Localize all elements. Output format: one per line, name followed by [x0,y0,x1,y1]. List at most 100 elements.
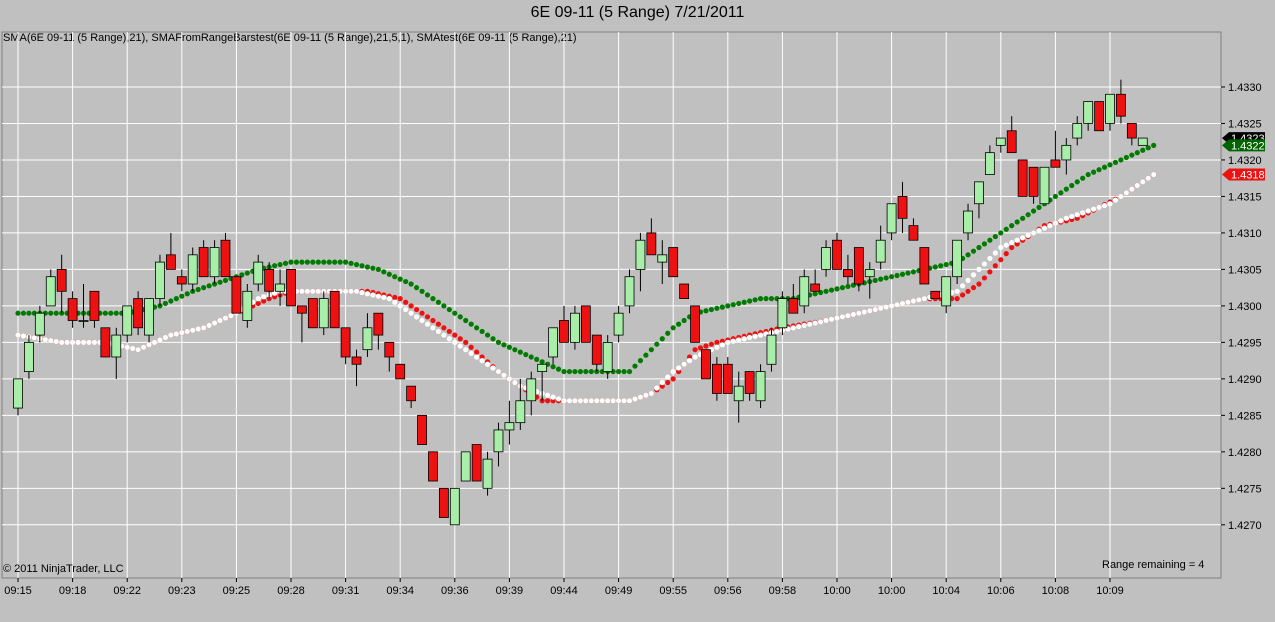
sma-dot [348,260,354,266]
candle-body [438,487,449,518]
sma-dot [468,344,474,350]
sma-dot [484,361,491,367]
sma-dot [452,310,458,316]
sma-dot [692,354,698,360]
sma-dot [293,259,300,265]
sma-dot [1069,182,1075,189]
sma-dot [381,269,387,275]
y-tick-label: 1.4285 [1228,410,1262,422]
sma-dot [255,300,261,307]
candle-body [1006,130,1017,154]
sma-dot [894,302,900,308]
sma-dot [370,292,376,298]
y-tick-label: 1.4270 [1228,520,1262,532]
sma-dot [665,330,671,336]
sma-dot [943,261,949,268]
candle-body [526,378,537,402]
sma-dot [561,368,567,375]
y-tick-label: 1.4290 [1228,374,1262,386]
x-tick-label: 10:08 [1042,585,1070,597]
sma-dot [610,398,616,404]
x-tick-label: 10:09 [1096,585,1124,597]
sma-dot [790,325,796,331]
candle-up [537,363,548,401]
candle-body [1094,101,1104,132]
sma-dot [1014,219,1020,225]
sma-dot [506,344,512,350]
sma-dot [730,302,736,308]
sma-dot [474,354,480,360]
sma-dot [201,325,207,331]
sma-dot [998,230,1004,236]
sma-dot [173,331,179,337]
sma-dot [1036,227,1042,234]
sma-dot [261,294,267,300]
sma-dot [1145,175,1151,181]
candle-body [187,254,198,285]
sma-dot [1107,201,1113,207]
sma-dot [392,299,398,305]
price-axis: 1.4270 1.4275 1.4280 1.4285 1.4290 1.4295 1.43… [1221,82,1262,532]
x-tick-label: 09:55 [659,585,687,597]
sma-dot [1063,215,1069,221]
sma-dot [1009,240,1015,246]
sma-dot [359,289,365,296]
sma-dot [686,358,693,364]
candle-down [1094,101,1104,132]
sma-dot [1074,212,1080,218]
sma-dot [752,297,758,303]
sma-dot [217,279,223,285]
candle-down [264,262,275,299]
candle-body [122,305,133,336]
sma-dot [659,379,665,386]
candle-body [307,298,318,329]
candle-up [624,269,635,314]
candle-body [286,269,296,307]
candle-up [504,400,515,445]
sma-dot [419,317,425,324]
sma-series-red [15,171,1157,404]
sma-dot [938,263,944,269]
x-tick-label: 09:34 [386,585,414,597]
sma-dot [555,366,562,372]
sma-dot [140,344,147,350]
candle-up [13,378,23,416]
candle-up [242,284,253,328]
candle-up [78,284,89,328]
candle-down [286,269,296,307]
sma-dot [343,259,349,265]
sma-dot [1134,182,1140,189]
sma-dot [31,335,37,341]
sma-dot [15,332,21,338]
sma-dot [381,294,387,300]
x-tick-label: 09:18 [59,585,87,597]
candle-body [864,269,875,278]
sma-dot [441,332,447,338]
candle-body [646,232,657,256]
candle-body [613,312,624,336]
sma-dot [550,394,556,400]
candle-up [657,240,668,285]
sma-dot [479,358,485,364]
sma-dot [670,376,676,382]
sma-dot [839,285,846,291]
sma-dot [665,374,671,380]
sma-dot [1112,197,1119,203]
price-marker-box [1222,168,1265,181]
candle-body [777,298,788,329]
sma-dot [998,257,1004,263]
sma-series-green [15,142,1157,375]
candle-body [810,283,821,292]
sma-dot [883,304,889,310]
sma-dot [42,337,48,343]
sma-dot [932,264,938,270]
candle-body [701,349,711,380]
sma-dot [315,288,321,294]
sma-dot [648,347,654,353]
y-tick-label: 1.4325 [1228,118,1262,130]
candle-body [722,363,733,394]
sma-dot [528,354,534,360]
candle-down [843,254,853,285]
